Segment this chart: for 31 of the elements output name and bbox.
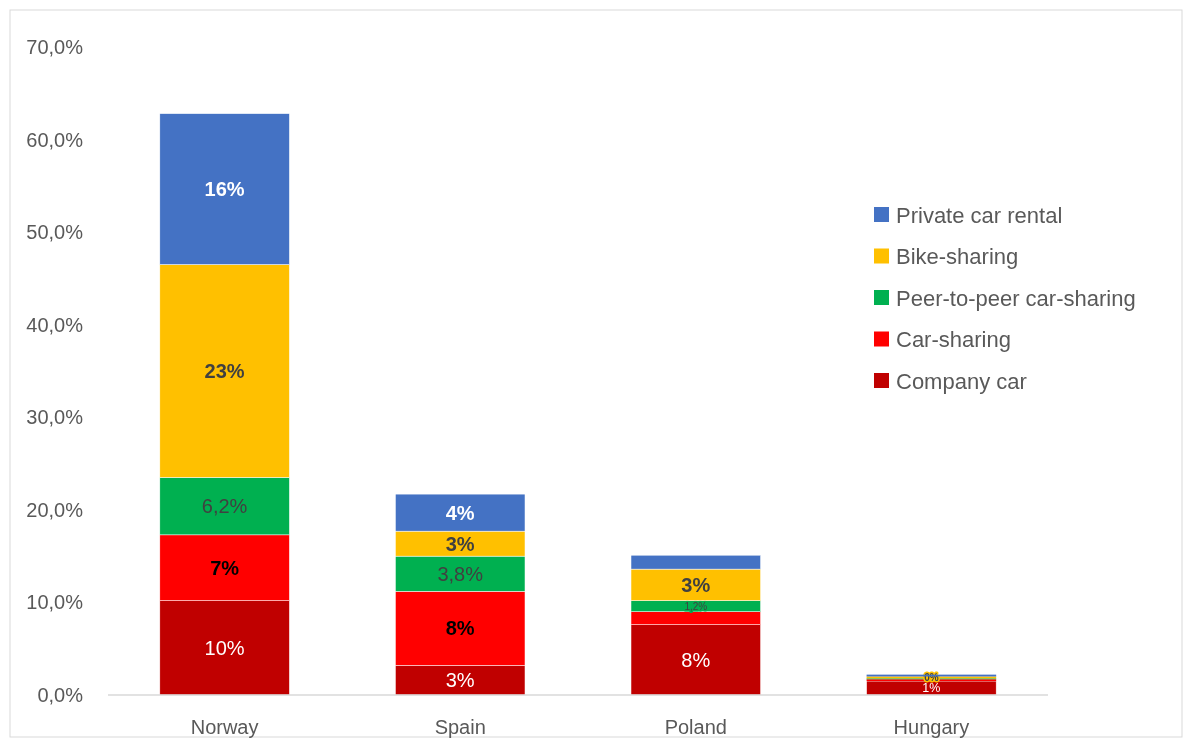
data-label: 7%: [210, 556, 240, 579]
y-tick-label: 40,0%: [26, 313, 84, 336]
y-tick-label: 10,0%: [26, 591, 84, 614]
legend-label: Bike-sharing: [896, 244, 1019, 270]
data-label: 8%: [681, 648, 711, 671]
data-label: 6,2%: [201, 495, 248, 518]
y-tick-label: 70,0%: [26, 36, 84, 58]
legend-label: Company car: [896, 368, 1027, 394]
legend-label: Car-sharing: [896, 327, 1011, 353]
data-label: 23%: [204, 360, 245, 382]
y-tick-label: 30,0%: [26, 406, 84, 429]
y-tick-label: 20,0%: [26, 498, 84, 521]
data-label: 3%: [681, 573, 711, 596]
data-label: 3%: [445, 669, 475, 692]
data-label: 3,8%: [437, 562, 484, 585]
data-label: 3%: [445, 532, 475, 555]
legend-label: Private car rental: [896, 202, 1063, 228]
y-tick-label: 60,0%: [26, 128, 84, 151]
data-label: 10%: [204, 636, 245, 659]
data-label: 1%: [922, 681, 941, 696]
y-tick-label: 50,0%: [26, 221, 84, 244]
y-tick-label: 0,0%: [37, 684, 84, 706]
data-label: 8%: [445, 617, 475, 640]
x-tick-label: Hungary: [893, 716, 970, 738]
data-label: 1,2%: [684, 600, 708, 612]
legend-label: Peer-to-peer car-sharing: [896, 285, 1136, 311]
data-label: 4%: [445, 501, 475, 524]
x-tick-label: Spain: [434, 716, 486, 738]
x-tick-label: Norway: [190, 716, 259, 738]
data-label: 16%: [204, 178, 245, 201]
x-tick-label: Poland: [664, 716, 727, 738]
